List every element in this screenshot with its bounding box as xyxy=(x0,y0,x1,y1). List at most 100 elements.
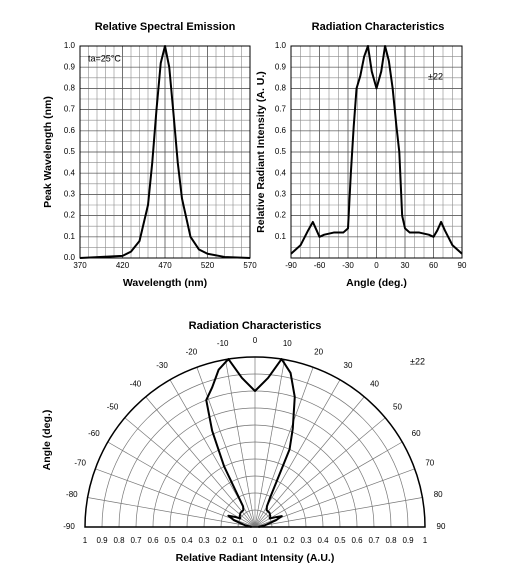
y-tick-label: 0.3 xyxy=(64,190,76,199)
y-tick-label: 0.7 xyxy=(275,105,287,114)
y-axis-label: Peak Wavelength (nm) xyxy=(42,96,54,208)
r-tick-label: 0.5 xyxy=(164,536,176,545)
x-tick-label: 0 xyxy=(374,261,379,270)
angle-tick-label: -20 xyxy=(186,347,198,356)
y-tick-label: 0.3 xyxy=(275,190,287,199)
x-tick-label: 420 xyxy=(116,261,130,270)
angle-tick-label: -10 xyxy=(217,339,229,348)
data-line xyxy=(205,358,296,528)
grid-spoke xyxy=(225,359,256,528)
r-tick-label: 0.3 xyxy=(198,536,210,545)
x-tick-label: -60 xyxy=(314,261,326,270)
y-tick-label: 0.1 xyxy=(275,232,287,241)
r-tick-label: 0.2 xyxy=(215,536,227,545)
y-tick-label: 0.4 xyxy=(64,168,76,177)
y-tick-label: 0.4 xyxy=(275,168,287,177)
angle-tick-label: 0 xyxy=(253,336,258,345)
x-axis-label: Angle (deg.) xyxy=(346,277,407,289)
y-tick-label: 0.6 xyxy=(64,126,76,135)
r-tick-label: 0.3 xyxy=(300,536,312,545)
r-tick-label: 0.5 xyxy=(334,536,346,545)
y-tick-label: 0.6 xyxy=(275,126,287,135)
angle-tick-label: -50 xyxy=(107,403,119,412)
r-tick-label: 0.9 xyxy=(96,536,108,545)
r-tick-label: 0.6 xyxy=(351,536,363,545)
chart-title: Radiation Characteristics xyxy=(312,21,445,33)
y-tick-label: 0.1 xyxy=(64,232,76,241)
grid-spoke xyxy=(107,441,256,528)
r-tick-label: 0.7 xyxy=(368,536,380,545)
angle-tick-label: 50 xyxy=(393,403,402,412)
data-line xyxy=(290,45,463,255)
annotation: ±22 xyxy=(410,356,425,366)
y-tick-label: 1.0 xyxy=(64,41,76,50)
r-tick-label: 0.8 xyxy=(385,536,397,545)
y-tick-label: 0.8 xyxy=(275,84,287,93)
grid-spoke xyxy=(124,417,256,528)
angle-tick-label: 40 xyxy=(370,380,379,389)
grid-spoke xyxy=(196,367,256,528)
plot-frame xyxy=(290,45,463,259)
grid-spoke xyxy=(254,497,423,528)
chart-title: Radiation Characteristics xyxy=(189,320,322,332)
y-tick-label: 0.2 xyxy=(275,211,287,220)
angle-tick-label: 30 xyxy=(344,361,353,370)
x-tick-label: 520 xyxy=(201,261,215,270)
x-axis-label: Relative Radiant Intensity (A.U.) xyxy=(176,552,335,564)
y-tick-label: 0.9 xyxy=(275,62,287,71)
r-tick-label: 0 xyxy=(253,536,258,545)
r-tick-label: 0.4 xyxy=(317,536,329,545)
r-tick-label: 0.1 xyxy=(266,536,278,545)
angle-tick-label: 80 xyxy=(434,490,443,499)
x-tick-label: 30 xyxy=(401,261,410,270)
grid-spoke xyxy=(254,367,314,528)
x-tick-label: 570 xyxy=(243,261,257,270)
angle-tick-label: -60 xyxy=(88,429,100,438)
grid-spoke xyxy=(254,359,285,528)
r-tick-label: 0.2 xyxy=(283,536,295,545)
grid-spoke xyxy=(254,417,386,528)
x-tick-label: 470 xyxy=(158,261,172,270)
grid-spoke xyxy=(254,396,365,528)
grid-spoke xyxy=(87,497,256,528)
grid-spoke xyxy=(254,441,403,528)
angle-tick-label: 60 xyxy=(412,429,421,438)
r-tick-label: 1 xyxy=(423,536,428,545)
chart-title: Relative Spectral Emission xyxy=(95,21,236,33)
angle-tick-label: 20 xyxy=(314,347,323,356)
polar-frame xyxy=(84,356,426,528)
y-tick-label: 0.5 xyxy=(64,147,76,156)
y-tick-label: 0.5 xyxy=(275,147,287,156)
annotation: ±22 xyxy=(428,71,443,81)
r-tick-label: 0.8 xyxy=(113,536,125,545)
angle-tick-label: -30 xyxy=(156,361,168,370)
y-tick-label: 0.7 xyxy=(64,105,76,114)
angle-tick-label: 70 xyxy=(425,458,434,467)
grid-spoke xyxy=(95,468,256,528)
r-tick-label: 0.9 xyxy=(402,536,414,545)
x-tick-label: -90 xyxy=(285,261,297,270)
r-tick-label: 0.7 xyxy=(130,536,142,545)
angle-tick-label: -70 xyxy=(74,458,86,467)
y-tick-label: 0.0 xyxy=(64,253,76,262)
x-tick-label: 60 xyxy=(429,261,438,270)
r-tick-label: 1 xyxy=(83,536,88,545)
angle-tick-label: 90 xyxy=(437,522,446,531)
y-tick-label: 0.8 xyxy=(64,84,76,93)
x-tick-label: 90 xyxy=(458,261,467,270)
r-tick-label: 0.6 xyxy=(147,536,159,545)
angle-tick-label: -90 xyxy=(63,522,75,531)
annotation: ta=25°C xyxy=(88,53,121,63)
x-axis-label: Wavelength (nm) xyxy=(123,277,207,289)
y-tick-label: 0.2 xyxy=(64,211,76,220)
y-axis-label: Relative Radiant Intensity (A. U.) xyxy=(255,71,267,233)
y-tick-label: 0.9 xyxy=(64,62,76,71)
angle-tick-label: -40 xyxy=(130,380,142,389)
y-axis-label: Angle (deg.) xyxy=(41,410,53,471)
r-tick-label: 0.4 xyxy=(181,536,193,545)
grid-spoke xyxy=(145,396,256,528)
x-tick-label: -30 xyxy=(342,261,354,270)
x-tick-label: 370 xyxy=(73,261,87,270)
y-tick-label: 1.0 xyxy=(275,41,287,50)
